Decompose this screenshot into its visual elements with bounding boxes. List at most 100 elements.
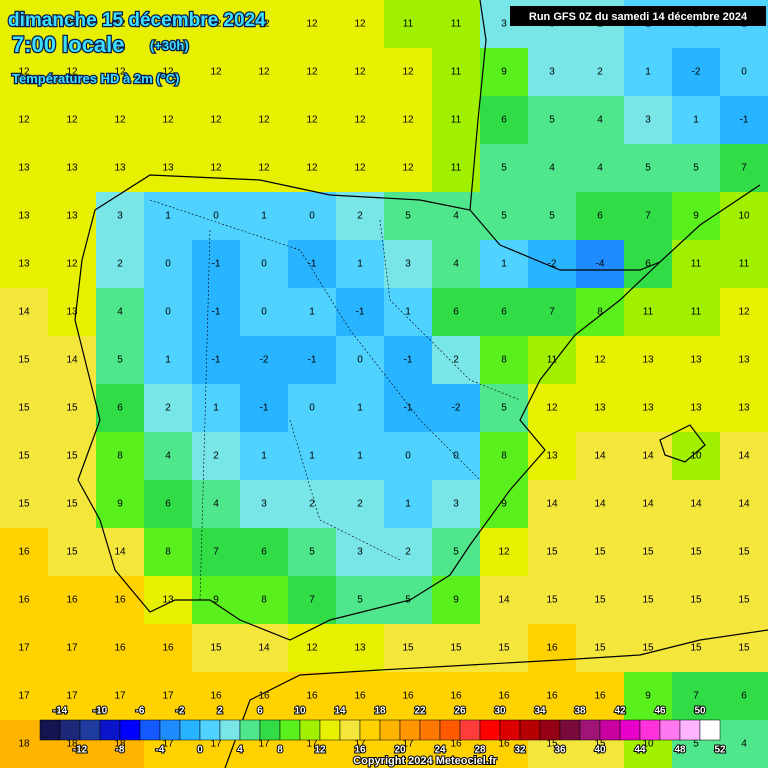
temp-cell: [384, 480, 433, 529]
temp-value: 3: [501, 19, 507, 30]
temp-value: 17: [210, 739, 222, 750]
temp-cell: [432, 384, 481, 433]
legend-label: 36: [554, 745, 566, 756]
temp-value: 0: [309, 211, 315, 222]
temp-value: 2: [165, 403, 171, 414]
temp-cell: [528, 240, 577, 289]
temp-value: -1: [212, 355, 221, 366]
temp-cell: [432, 96, 481, 145]
temp-value: 12: [498, 547, 510, 558]
temp-cell: [0, 240, 49, 289]
temp-cell: [0, 336, 49, 385]
legend-swatch: [239, 719, 261, 741]
temp-value: 15: [450, 643, 462, 654]
temp-value: 15: [66, 451, 78, 462]
temp-value: 13: [738, 355, 750, 366]
temp-value: 10: [642, 739, 654, 750]
temp-cell: [528, 288, 577, 337]
temp-value: 1: [357, 403, 363, 414]
temp-value: 0: [357, 355, 363, 366]
temp-cell: [720, 144, 768, 193]
legend-swatch: [299, 719, 321, 741]
legend-swatch: [119, 719, 141, 741]
temp-value: 5: [309, 547, 315, 558]
temp-value: 15: [546, 595, 558, 606]
temp-value: 3: [117, 211, 123, 222]
temp-cell: [576, 96, 625, 145]
temp-value: 14: [690, 499, 702, 510]
temp-value: 12: [306, 643, 318, 654]
temp-value: 3: [357, 547, 363, 558]
temp-value: -4: [596, 259, 605, 270]
temp-cell: [48, 336, 97, 385]
temp-cell: [480, 336, 529, 385]
temp-value: 17: [18, 643, 30, 654]
legend-swatch: [279, 719, 301, 741]
temp-cell: [96, 0, 145, 49]
temp-value: -1: [260, 403, 269, 414]
temp-value: 12: [306, 67, 318, 78]
temp-cell: [720, 336, 768, 385]
temp-cell: [48, 48, 97, 97]
temp-value: 15: [642, 547, 654, 558]
temp-cell: [480, 432, 529, 481]
temp-cell: [192, 96, 241, 145]
temp-cell: [0, 576, 49, 625]
temp-value: 8: [501, 451, 507, 462]
temp-value: 16: [114, 595, 126, 606]
temp-cell: [240, 240, 289, 289]
temp-value: 12: [306, 163, 318, 174]
temp-cell: [720, 720, 768, 768]
temp-value: 12: [162, 19, 174, 30]
temp-cell: [528, 624, 577, 673]
temp-value: 8: [165, 547, 171, 558]
temp-cell: [192, 144, 241, 193]
legend-label: -14: [53, 706, 68, 717]
temp-cell: [432, 192, 481, 241]
temp-cell: [288, 624, 337, 673]
temp-cell: [480, 240, 529, 289]
temp-cell: [240, 288, 289, 337]
temp-cell: [528, 672, 577, 721]
temp-value: 9: [213, 595, 219, 606]
temp-cell: [720, 528, 768, 577]
temp-value: 9: [693, 211, 699, 222]
temp-cell: [48, 480, 97, 529]
temp-cell: [432, 336, 481, 385]
temp-value: 5: [645, 163, 651, 174]
temp-cell: [96, 192, 145, 241]
temp-cell: [720, 240, 768, 289]
temp-value: 15: [594, 739, 606, 750]
temp-value: 5: [117, 355, 123, 366]
temp-value: 2: [309, 499, 315, 510]
temp-cell: [0, 96, 49, 145]
temp-value: 5: [405, 211, 411, 222]
temp-value: 12: [402, 115, 414, 126]
temp-cell: [144, 144, 193, 193]
legend-label: -2: [176, 706, 185, 717]
temp-value: 13: [546, 451, 558, 462]
temp-value: 14: [66, 355, 78, 366]
temp-value: 16: [498, 739, 510, 750]
temp-value: 12: [66, 67, 78, 78]
temp-value: 13: [66, 307, 78, 318]
temp-value: 16: [306, 691, 318, 702]
temp-value: 11: [451, 19, 462, 30]
temp-cell: [96, 240, 145, 289]
temp-cell: [336, 384, 385, 433]
legend-label: 52: [714, 745, 726, 756]
temp-value: 4: [165, 451, 171, 462]
temp-value: 1: [501, 259, 507, 270]
temp-cell: [576, 240, 625, 289]
temp-cell: [192, 240, 241, 289]
legend-label: 30: [494, 706, 506, 717]
temp-cell: [576, 384, 625, 433]
temp-cell: [576, 144, 625, 193]
temp-value: -1: [404, 403, 413, 414]
temp-value: 13: [114, 163, 126, 174]
legend-label: 2: [217, 706, 223, 717]
temp-value: 1: [405, 307, 411, 318]
temp-value: 16: [450, 739, 462, 750]
legend-label: 38: [574, 706, 586, 717]
temp-cell: [0, 672, 49, 721]
